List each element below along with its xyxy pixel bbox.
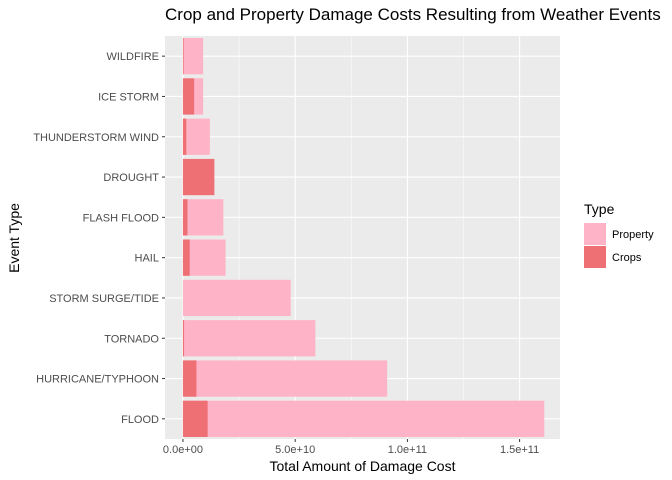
x-tick-label: 1.5e+11 (500, 444, 539, 456)
chart-title: Crop and Property Damage Costs Resulting… (165, 5, 661, 24)
legend-title: Type (584, 201, 615, 217)
legend-label-property: Property (612, 229, 654, 241)
bar-crops-tornado (182, 320, 185, 357)
bar-property-hurricane-typhoon (182, 360, 388, 397)
y-tick-label: FLASH FLOOD (83, 212, 159, 224)
legend-key-crops (584, 246, 606, 268)
x-axis: 0.0e+00 5.0e+10 1.0e+11 1.5e+11 (163, 439, 539, 456)
y-tick-label: TORNADO (104, 333, 159, 345)
x-tick-label: 5.0e+10 (275, 444, 315, 456)
bar-property-flash-flood (182, 199, 224, 236)
x-axis-title: Total Amount of Damage Cost (270, 458, 456, 474)
bar-crops-hurricane-typhoon (182, 360, 197, 397)
bar-crops-thunderstorm-wind (182, 118, 187, 155)
bar-crops-wildfire (182, 38, 184, 75)
bar-crops-flash-flood (182, 199, 188, 236)
y-tick-label: HAIL (135, 253, 159, 265)
y-axis-title: Event Type (6, 203, 22, 273)
y-tick-label: THUNDERSTORM WIND (33, 132, 159, 144)
y-tick-label: ICE STORM (98, 91, 159, 103)
bars (182, 38, 545, 437)
y-tick-label: FLOOD (121, 414, 159, 426)
legend-label-crops: Crops (612, 252, 642, 264)
y-tick-label: HURRICANE/TYPHOON (36, 374, 159, 386)
bar-crops-flood (182, 400, 208, 437)
legend: Type Property Crops (584, 201, 654, 268)
y-tick-label: STORM SURGE/TIDE (49, 293, 159, 305)
y-axis: FLOOD HURRICANE/TYPHOON TORNADO STORM SURGE… (33, 51, 165, 426)
y-tick-label: DROUGHT (103, 172, 159, 184)
bar-property-tornado (182, 320, 316, 357)
bar-property-flood (182, 400, 545, 437)
bar-property-hail (182, 239, 226, 276)
x-tick-label: 0.0e+00 (163, 444, 203, 456)
bar-property-thunderstorm-wind (182, 118, 210, 155)
bar-crops-drought (182, 158, 215, 196)
bar-crops-ice-storm (182, 78, 195, 115)
bar-property-storm-surge-tide (182, 279, 291, 317)
x-tick-label: 1.0e+11 (388, 444, 427, 456)
bar-crops-hail (182, 239, 190, 276)
y-tick-label: WILDFIRE (106, 51, 159, 63)
legend-key-property (584, 223, 606, 245)
bar-property-wildfire (182, 38, 204, 75)
